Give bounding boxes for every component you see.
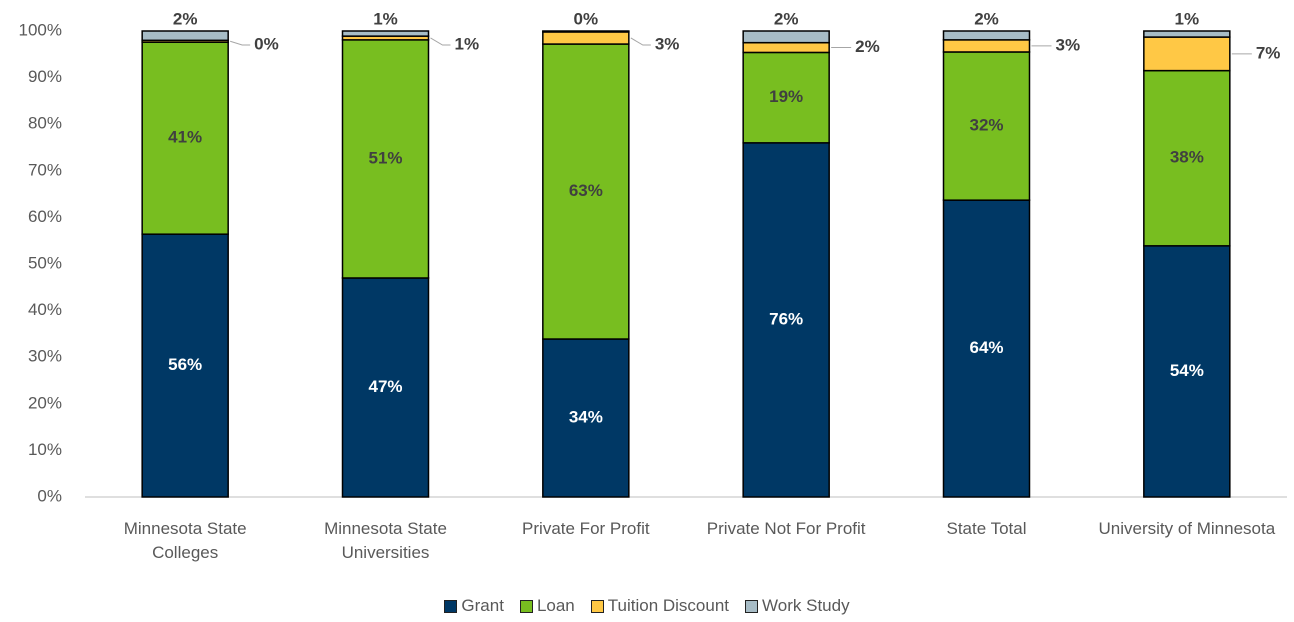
bar-segment — [141, 30, 229, 42]
legend-swatch — [590, 599, 604, 613]
data-label: 3% — [655, 34, 680, 53]
leader-line — [230, 40, 251, 46]
x-tick-label: University of Minnesota — [1098, 519, 1276, 538]
bar-segment — [742, 30, 830, 44]
bar-segment — [542, 31, 630, 45]
data-label: 2% — [774, 9, 799, 28]
legend-item: Loan — [519, 596, 575, 616]
bar-segment — [141, 233, 229, 498]
legend-label: Tuition Discount — [607, 596, 730, 615]
data-label: 38% — [1170, 148, 1204, 167]
y-tick-label: 50% — [28, 253, 62, 272]
legend-swatch — [519, 599, 533, 613]
legend-item: Grant — [444, 596, 504, 616]
x-tick-label: Minnesota State Universities — [324, 519, 447, 562]
data-label: 2% — [974, 9, 999, 28]
x-tick-label: Private For Profit — [522, 519, 650, 538]
leader-line — [630, 37, 651, 46]
data-label: 64% — [969, 338, 1003, 357]
data-label: 7% — [1256, 43, 1281, 62]
legend-label: Work Study — [762, 596, 850, 615]
legend: Grant Loan Tuition Discount Work Study — [0, 596, 1294, 616]
data-label: 47% — [368, 377, 402, 396]
y-tick-label: 0% — [37, 486, 62, 505]
y-tick-label: 30% — [28, 347, 62, 366]
bar-segment — [1143, 30, 1231, 38]
data-label: 54% — [1170, 361, 1204, 380]
legend-swatch — [444, 599, 458, 613]
bar-segment — [942, 51, 1031, 201]
data-label: 63% — [569, 181, 603, 200]
legend-item: Work Study — [745, 596, 850, 616]
x-tick-label: State Total — [946, 519, 1027, 538]
bar-segment — [942, 199, 1031, 498]
bar-segment — [542, 30, 630, 33]
y-tick-label: 90% — [28, 67, 62, 86]
data-label: 76% — [769, 309, 803, 328]
data-label: 2% — [855, 37, 880, 56]
y-tick-label: 10% — [28, 440, 62, 459]
data-label: 1% — [1175, 9, 1200, 28]
bar-segment — [1143, 245, 1231, 498]
data-label: 51% — [368, 148, 402, 167]
legend-label: Loan — [536, 596, 575, 615]
x-tick-label: Private Not For Profit — [706, 519, 866, 538]
legend-item: Tuition Discount — [590, 596, 730, 616]
data-label: 1% — [455, 34, 480, 53]
data-label: 3% — [1056, 35, 1081, 54]
plot: 0% 10% 20% 30% 40% 50% 60% 70% 80% 90% 100% 56% 41% 0… — [19, 9, 1287, 505]
data-label: 41% — [168, 128, 202, 147]
bar-segment — [542, 43, 630, 340]
bar-segment — [942, 30, 1031, 41]
y-tick-label: 60% — [28, 207, 62, 226]
data-label: 32% — [969, 116, 1003, 135]
data-label: 0% — [574, 9, 599, 28]
legend-label: Grant — [461, 596, 504, 615]
data-label: 0% — [254, 34, 279, 53]
leader-line — [430, 37, 451, 46]
data-label: 2% — [173, 9, 198, 28]
y-tick-label: 20% — [28, 393, 62, 412]
bar-segment — [1143, 69, 1231, 247]
y-tick-label: 80% — [28, 114, 62, 133]
y-tick-label: 40% — [28, 300, 62, 319]
data-label: 56% — [168, 355, 202, 374]
data-label: 1% — [373, 9, 398, 28]
bar-segment — [742, 142, 830, 498]
bar-segment — [742, 51, 830, 144]
x-tick-label: Minnesota State Colleges — [123, 519, 247, 562]
y-tick-label: 70% — [28, 160, 62, 179]
data-label: 19% — [769, 87, 803, 106]
bar-segment — [341, 30, 430, 37]
bar-segment — [1143, 36, 1231, 72]
bar-segment — [742, 41, 830, 54]
y-tick-label: 100% — [19, 20, 62, 39]
legend-swatch — [745, 599, 759, 613]
data-label: 34% — [569, 407, 603, 426]
bar-segment — [942, 39, 1031, 53]
